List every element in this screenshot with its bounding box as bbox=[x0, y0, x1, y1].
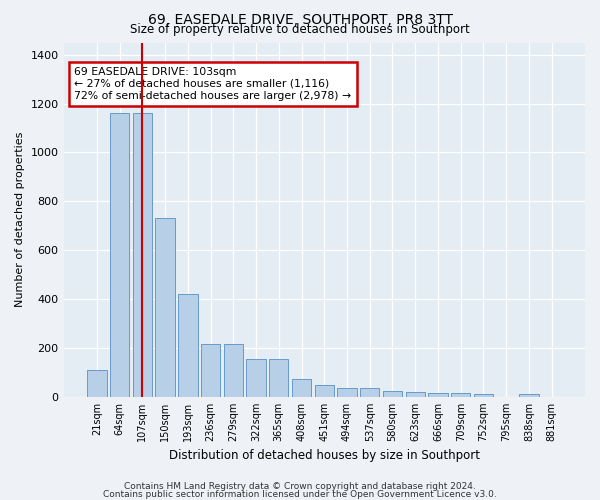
Y-axis label: Number of detached properties: Number of detached properties bbox=[15, 132, 25, 308]
Bar bbox=[337, 388, 356, 397]
Bar bbox=[224, 344, 243, 397]
Bar bbox=[133, 114, 152, 397]
Text: Contains HM Land Registry data © Crown copyright and database right 2024.: Contains HM Land Registry data © Crown c… bbox=[124, 482, 476, 491]
X-axis label: Distribution of detached houses by size in Southport: Distribution of detached houses by size … bbox=[169, 450, 480, 462]
Bar bbox=[269, 359, 289, 397]
Text: 69, EASEDALE DRIVE, SOUTHPORT, PR8 3TT: 69, EASEDALE DRIVE, SOUTHPORT, PR8 3TT bbox=[148, 12, 452, 26]
Bar bbox=[110, 114, 130, 397]
Bar bbox=[519, 394, 539, 397]
Bar bbox=[155, 218, 175, 397]
Bar bbox=[292, 379, 311, 397]
Text: Contains public sector information licensed under the Open Government Licence v3: Contains public sector information licen… bbox=[103, 490, 497, 499]
Bar bbox=[474, 394, 493, 397]
Bar bbox=[451, 393, 470, 397]
Text: Size of property relative to detached houses in Southport: Size of property relative to detached ho… bbox=[130, 22, 470, 36]
Text: 69 EASEDALE DRIVE: 103sqm
← 27% of detached houses are smaller (1,116)
72% of se: 69 EASEDALE DRIVE: 103sqm ← 27% of detac… bbox=[74, 68, 351, 100]
Bar bbox=[314, 384, 334, 397]
Bar bbox=[247, 359, 266, 397]
Bar bbox=[201, 344, 220, 397]
Bar bbox=[178, 294, 197, 397]
Bar bbox=[87, 370, 107, 397]
Bar bbox=[406, 392, 425, 397]
Bar bbox=[428, 393, 448, 397]
Bar bbox=[360, 388, 379, 397]
Bar bbox=[383, 392, 402, 397]
